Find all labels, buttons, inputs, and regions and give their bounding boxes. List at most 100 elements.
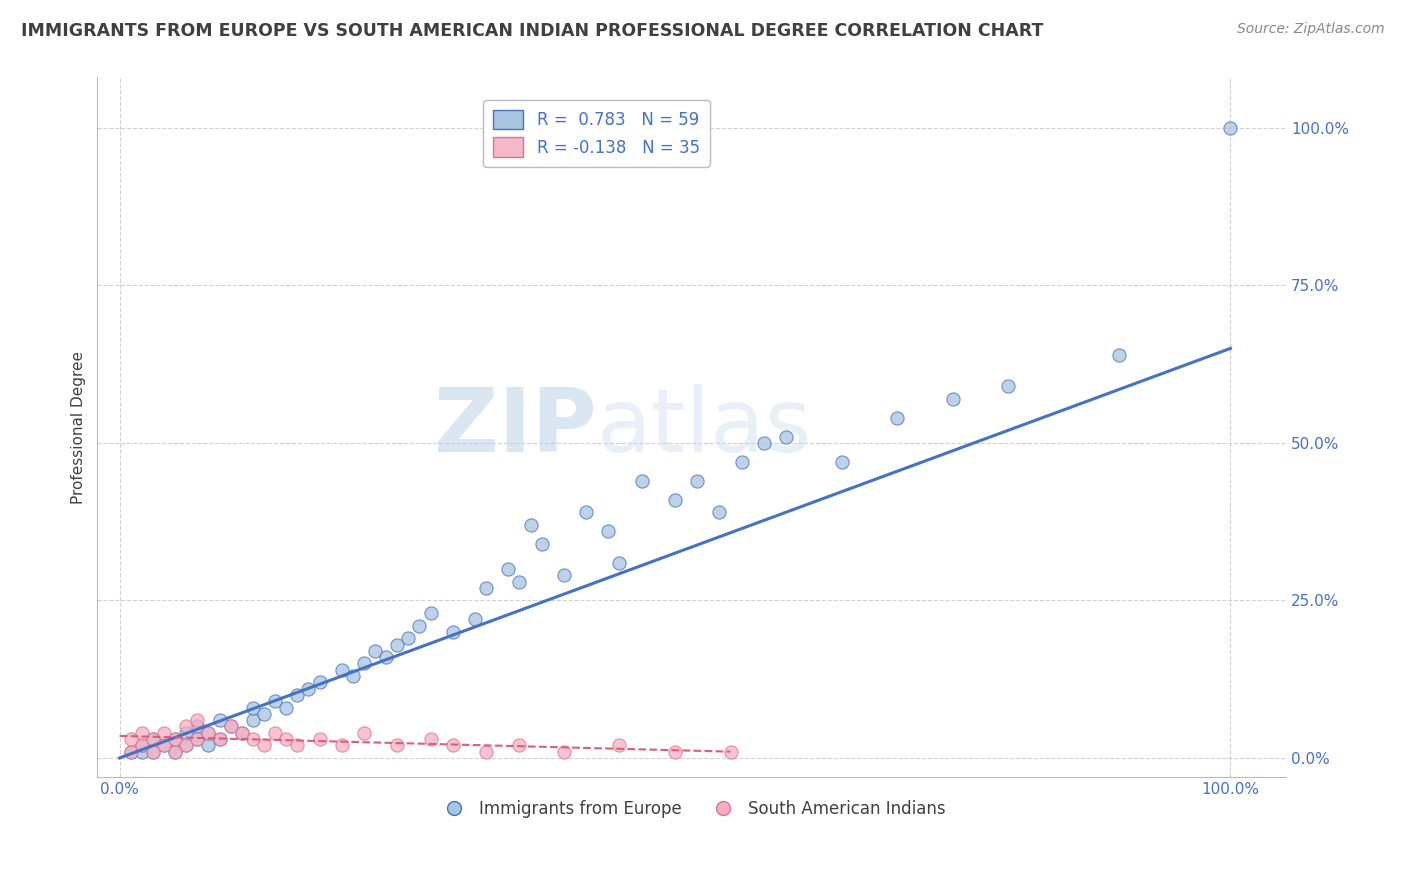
- Point: [131, 725, 153, 739]
- Point: [142, 732, 165, 747]
- Point: [197, 725, 219, 739]
- Text: ZIP: ZIP: [434, 384, 596, 471]
- Text: IMMIGRANTS FROM EUROPE VS SOUTH AMERICAN INDIAN PROFESSIONAL DEGREE CORRELATION : IMMIGRANTS FROM EUROPE VS SOUTH AMERICAN…: [21, 22, 1043, 40]
- Point: [475, 581, 498, 595]
- Point: [508, 574, 530, 589]
- Point: [353, 657, 375, 671]
- Point: [131, 745, 153, 759]
- Point: [752, 436, 775, 450]
- Point: [1219, 120, 1241, 135]
- Point: [186, 719, 208, 733]
- Point: [219, 719, 242, 733]
- Point: [308, 675, 330, 690]
- Point: [396, 632, 419, 646]
- Point: [375, 650, 398, 665]
- Point: [186, 713, 208, 727]
- Point: [174, 739, 197, 753]
- Point: [308, 732, 330, 747]
- Point: [553, 745, 575, 759]
- Point: [508, 739, 530, 753]
- Point: [165, 732, 187, 747]
- Point: [242, 700, 264, 714]
- Point: [664, 492, 686, 507]
- Point: [709, 505, 731, 519]
- Point: [120, 745, 142, 759]
- Point: [997, 379, 1019, 393]
- Point: [231, 725, 253, 739]
- Point: [264, 725, 287, 739]
- Point: [609, 556, 631, 570]
- Point: [475, 745, 498, 759]
- Point: [197, 725, 219, 739]
- Point: [276, 700, 298, 714]
- Point: [285, 739, 308, 753]
- Point: [353, 725, 375, 739]
- Point: [186, 732, 208, 747]
- Point: [408, 618, 430, 632]
- Point: [419, 606, 441, 620]
- Point: [598, 524, 620, 538]
- Point: [131, 739, 153, 753]
- Point: [165, 745, 187, 759]
- Point: [730, 455, 752, 469]
- Point: [387, 638, 409, 652]
- Point: [242, 713, 264, 727]
- Point: [330, 663, 353, 677]
- Point: [609, 739, 631, 753]
- Point: [165, 745, 187, 759]
- Point: [197, 739, 219, 753]
- Point: [686, 474, 709, 488]
- Point: [165, 732, 187, 747]
- Text: Source: ZipAtlas.com: Source: ZipAtlas.com: [1237, 22, 1385, 37]
- Text: atlas: atlas: [596, 384, 811, 471]
- Point: [186, 732, 208, 747]
- Point: [831, 455, 853, 469]
- Point: [120, 732, 142, 747]
- Point: [153, 739, 176, 753]
- Point: [530, 537, 553, 551]
- Point: [886, 410, 908, 425]
- Point: [208, 713, 231, 727]
- Point: [720, 745, 742, 759]
- Point: [519, 517, 541, 532]
- Point: [208, 732, 231, 747]
- Point: [575, 505, 598, 519]
- Point: [387, 739, 409, 753]
- Point: [297, 681, 319, 696]
- Point: [498, 562, 520, 576]
- Point: [142, 745, 165, 759]
- Point: [419, 732, 441, 747]
- Point: [342, 669, 364, 683]
- Point: [242, 732, 264, 747]
- Point: [253, 706, 276, 721]
- Point: [364, 644, 387, 658]
- Point: [174, 739, 197, 753]
- Point: [219, 719, 242, 733]
- Point: [664, 745, 686, 759]
- Point: [231, 725, 253, 739]
- Point: [153, 725, 176, 739]
- Point: [276, 732, 298, 747]
- Point: [775, 429, 797, 443]
- Point: [153, 739, 176, 753]
- Point: [208, 732, 231, 747]
- Point: [174, 719, 197, 733]
- Point: [330, 739, 353, 753]
- Point: [285, 688, 308, 702]
- Y-axis label: Professional Degree: Professional Degree: [72, 351, 86, 504]
- Point: [464, 612, 486, 626]
- Legend: Immigrants from Europe, South American Indians: Immigrants from Europe, South American I…: [430, 793, 953, 824]
- Point: [630, 474, 652, 488]
- Point: [1108, 348, 1130, 362]
- Point: [942, 392, 965, 406]
- Point: [264, 694, 287, 708]
- Point: [142, 732, 165, 747]
- Point: [553, 568, 575, 582]
- Point: [174, 725, 197, 739]
- Point: [142, 745, 165, 759]
- Point: [441, 624, 464, 639]
- Point: [253, 739, 276, 753]
- Point: [120, 745, 142, 759]
- Point: [131, 739, 153, 753]
- Point: [441, 739, 464, 753]
